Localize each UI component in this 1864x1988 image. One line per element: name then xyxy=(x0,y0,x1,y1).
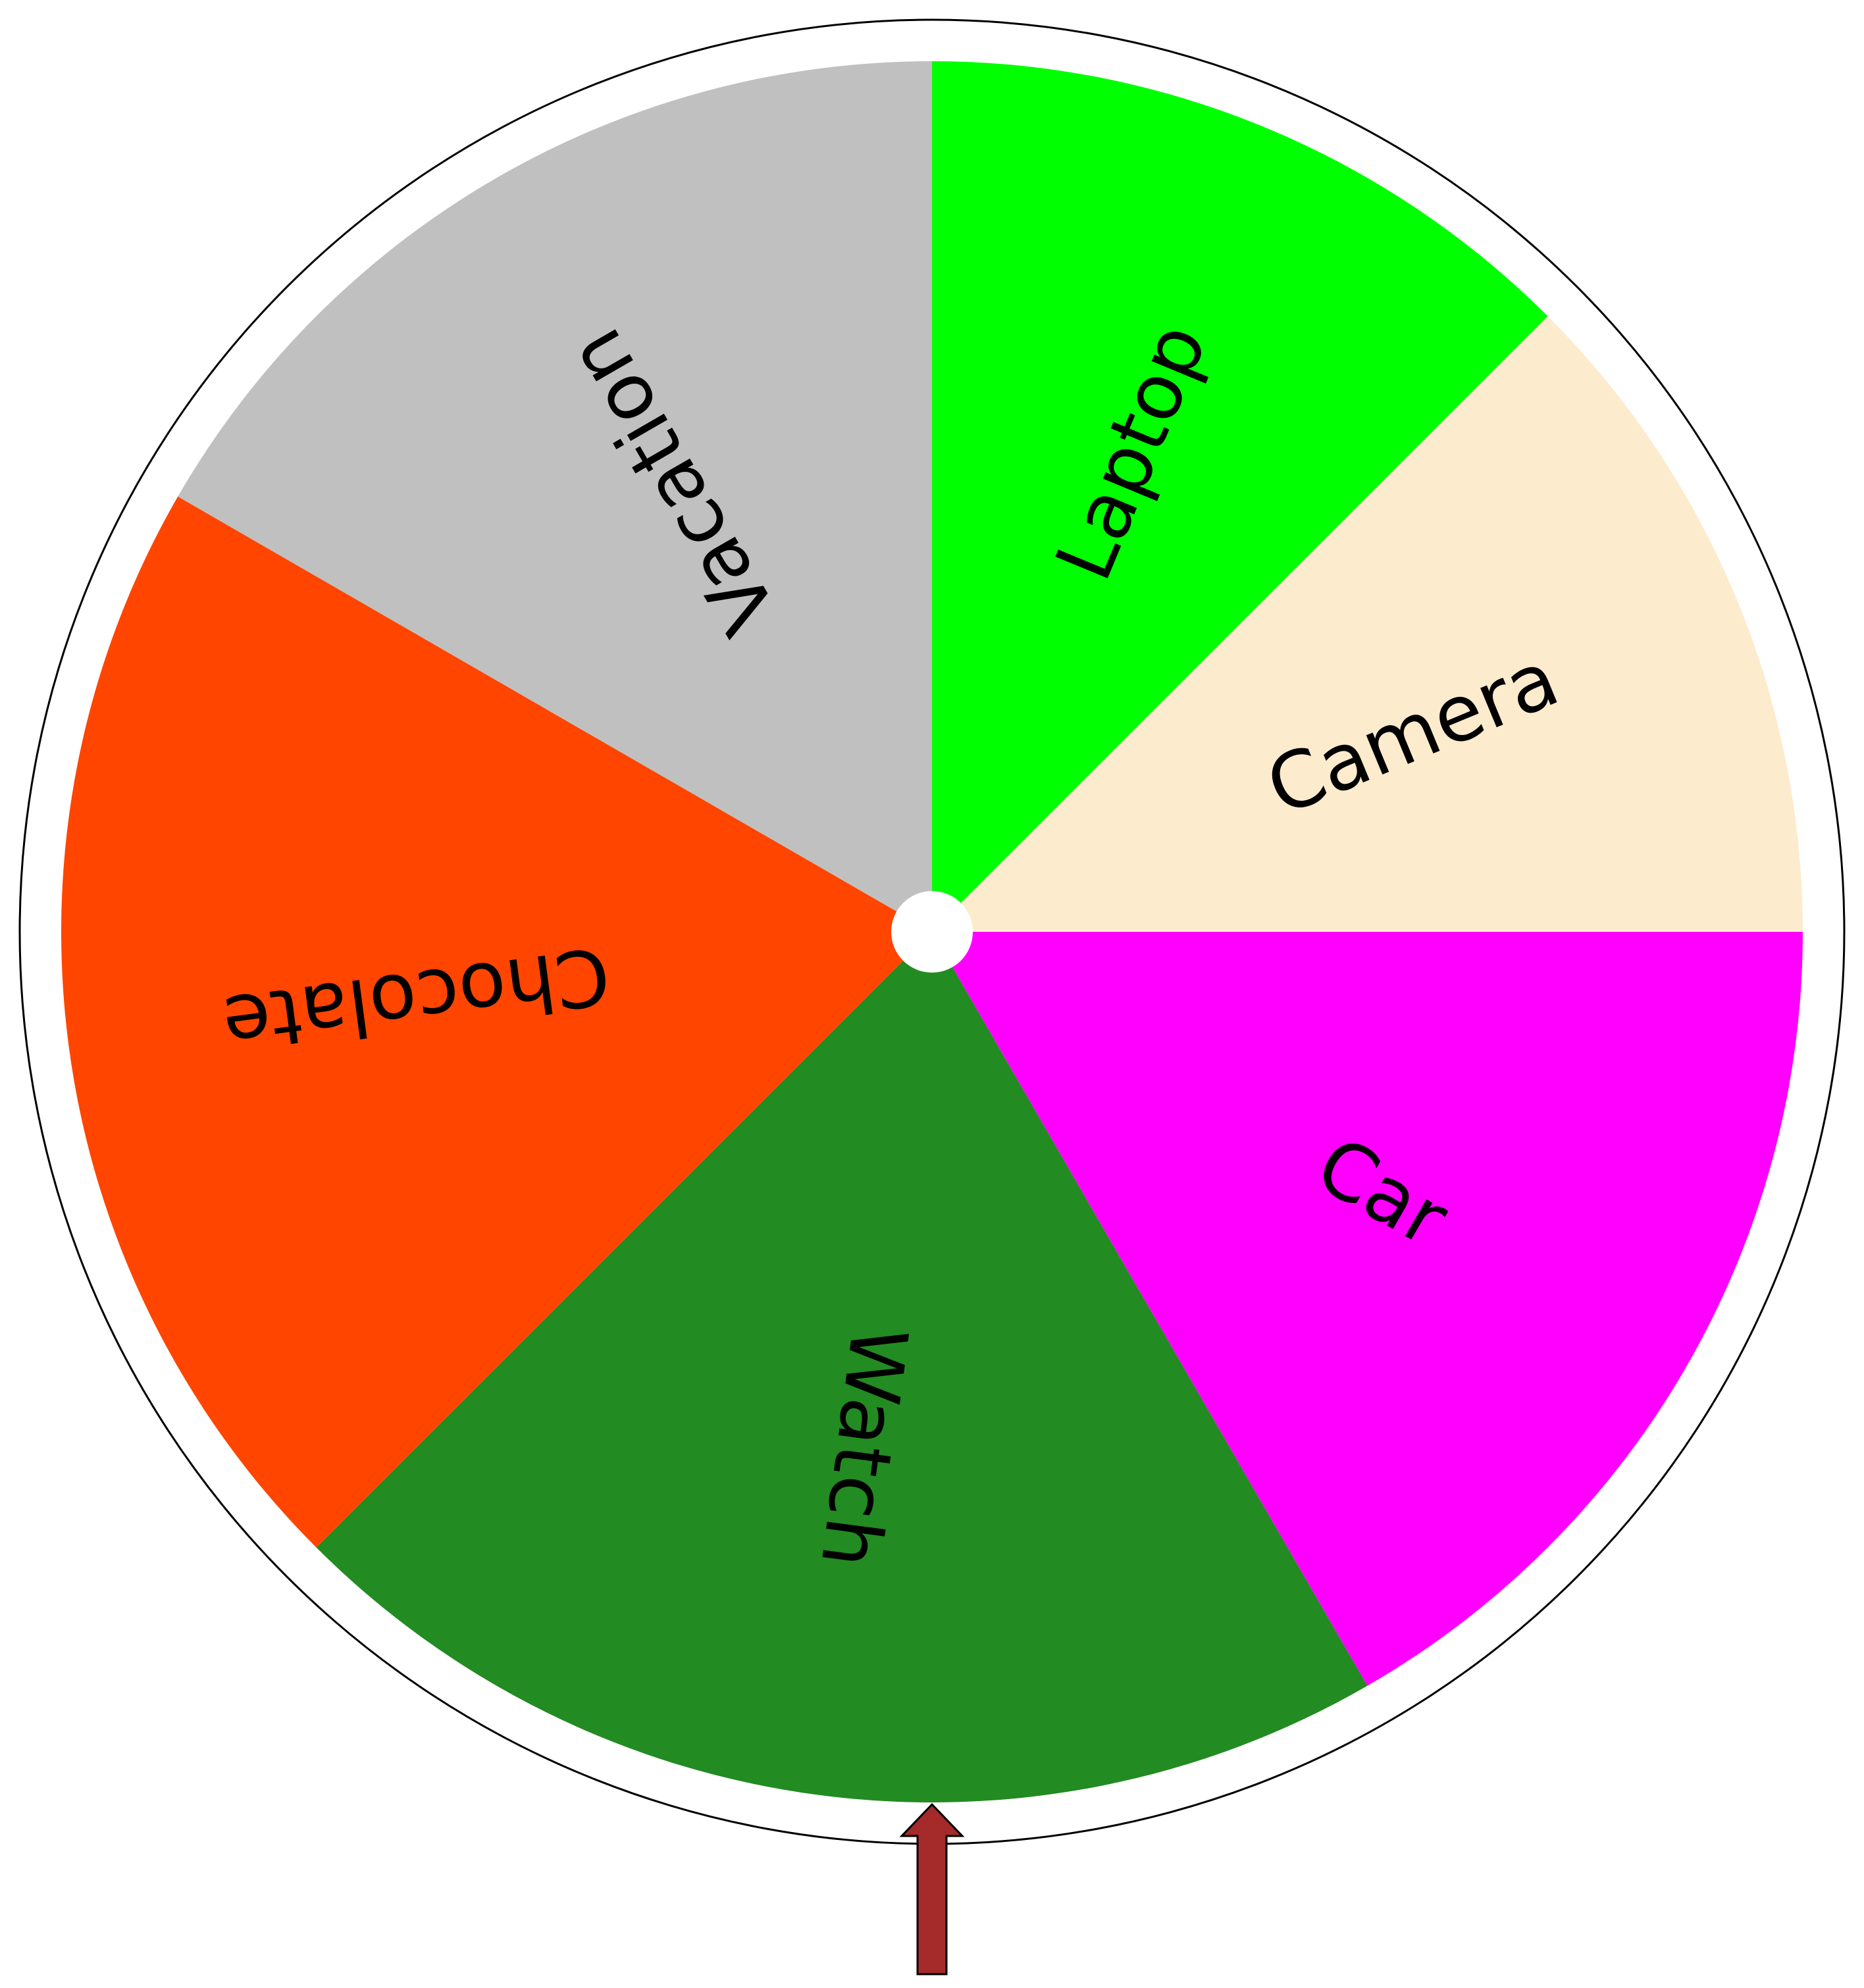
wheel-segment-watch xyxy=(316,932,1368,1802)
wheel-segment-chocolate xyxy=(61,496,933,1548)
wheel-hub xyxy=(891,891,973,973)
wheel-segment-car xyxy=(932,932,1803,1686)
wheel-segment-camera xyxy=(932,316,1803,932)
wheel-segments xyxy=(61,61,1803,1802)
wheel-segment-laptop xyxy=(932,61,1548,932)
pointer-arrow-icon xyxy=(899,1802,965,1975)
wheel-segment-vacation xyxy=(178,61,932,932)
